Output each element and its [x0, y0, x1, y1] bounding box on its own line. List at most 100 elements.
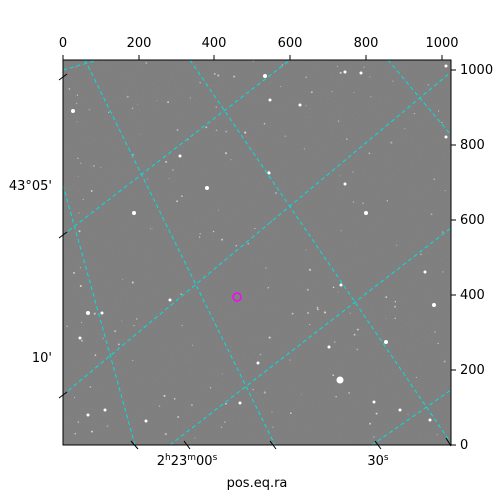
bright-star: [444, 64, 448, 68]
faint-star: [352, 171, 354, 173]
faint-star: [88, 109, 90, 111]
bright-star: [205, 186, 209, 190]
faint-star: [235, 245, 238, 247]
right-tick-label: 0: [460, 438, 468, 453]
faint-star: [164, 433, 167, 436]
target-marker: [232, 292, 242, 302]
faint-star: [151, 228, 153, 230]
faint-star: [66, 325, 68, 327]
bright-star: [71, 109, 75, 113]
faint-star: [254, 228, 256, 230]
faint-star: [224, 152, 228, 155]
faint-star: [177, 416, 180, 418]
faint-star: [199, 236, 201, 238]
faint-star: [305, 249, 307, 251]
faint-star: [271, 220, 272, 222]
faint-star: [267, 287, 269, 289]
faint-star: [76, 94, 79, 96]
bright-star: [336, 376, 344, 384]
faint-star: [386, 200, 389, 202]
dec-tick-label: 10': [32, 351, 52, 366]
faint-star: [74, 433, 77, 435]
faint-star: [340, 230, 342, 232]
ra-tick-label: 30s: [367, 453, 389, 469]
faint-star: [259, 353, 262, 356]
faint-star: [199, 232, 202, 235]
faint-star: [396, 244, 398, 246]
faint-star: [369, 76, 371, 78]
bright-star: [267, 171, 271, 175]
ra-axis-label: pos.eq.ra: [227, 476, 288, 491]
grid-line-dec: [63, 60, 291, 236]
faint-star: [223, 421, 226, 423]
faint-star: [362, 202, 364, 205]
faint-star: [317, 308, 319, 311]
faint-star: [308, 268, 312, 271]
bright-star: [78, 336, 82, 340]
faint-star: [137, 104, 139, 106]
faint-star: [369, 422, 372, 425]
faint-star: [75, 102, 78, 105]
ra-tick: [269, 440, 277, 450]
faint-star: [434, 331, 436, 333]
faint-star: [75, 66, 77, 68]
faint-star: [126, 95, 129, 98]
faint-star: [176, 200, 179, 203]
faint-star: [190, 404, 193, 406]
faint-star: [135, 318, 138, 320]
faint-star: [289, 359, 291, 361]
top-tick-label: 800: [354, 36, 379, 51]
faint-star: [442, 271, 444, 273]
faint-star: [79, 267, 81, 269]
faint-star: [252, 60, 254, 62]
faint-star: [305, 105, 307, 107]
faint-star: [225, 130, 227, 133]
faint-star: [309, 108, 311, 110]
faint-star: [263, 122, 266, 125]
bright-star: [428, 418, 432, 422]
faint-star: [205, 126, 208, 129]
faint-star: [336, 65, 339, 68]
faint-star: [407, 413, 409, 415]
right-tick-label: 800: [460, 138, 485, 153]
faint-star: [442, 231, 444, 233]
faint-star: [217, 74, 220, 77]
grid-line-ra: [387, 60, 451, 136]
faint-star: [221, 238, 224, 241]
faint-star: [404, 128, 406, 130]
grid-line-ra: [189, 60, 451, 444]
faint-star: [385, 296, 388, 298]
faint-star: [280, 86, 282, 88]
top-tick-label: 1000: [425, 36, 458, 51]
faint-star: [163, 394, 166, 397]
dec-tick: [58, 73, 68, 81]
dec-tick: [58, 391, 68, 399]
faint-star: [77, 421, 79, 423]
faint-star: [303, 148, 305, 150]
faint-star: [77, 157, 79, 159]
faint-star: [394, 301, 396, 303]
faint-star: [363, 66, 365, 68]
faint-star: [352, 201, 355, 203]
bright-star: [86, 311, 90, 315]
faint-star: [368, 152, 371, 155]
grid-line-ra: [63, 184, 136, 445]
faint-star: [441, 122, 443, 124]
faint-star: [81, 321, 83, 323]
bright-star: [327, 345, 331, 349]
faint-star: [300, 394, 302, 396]
faint-star: [323, 311, 327, 314]
bright-star: [444, 135, 448, 139]
faint-star: [118, 343, 120, 346]
faint-star: [413, 112, 416, 115]
top-pixel-axis: 0 200 400 600 800 1000: [59, 36, 459, 60]
faint-star: [332, 374, 335, 377]
faint-star: [165, 160, 168, 163]
faint-star: [353, 91, 355, 93]
faint-star: [73, 396, 76, 398]
faint-star: [306, 288, 309, 291]
faint-star: [107, 111, 110, 114]
faint-star: [78, 230, 81, 233]
faint-star: [132, 153, 134, 156]
faint-star: [133, 325, 135, 327]
